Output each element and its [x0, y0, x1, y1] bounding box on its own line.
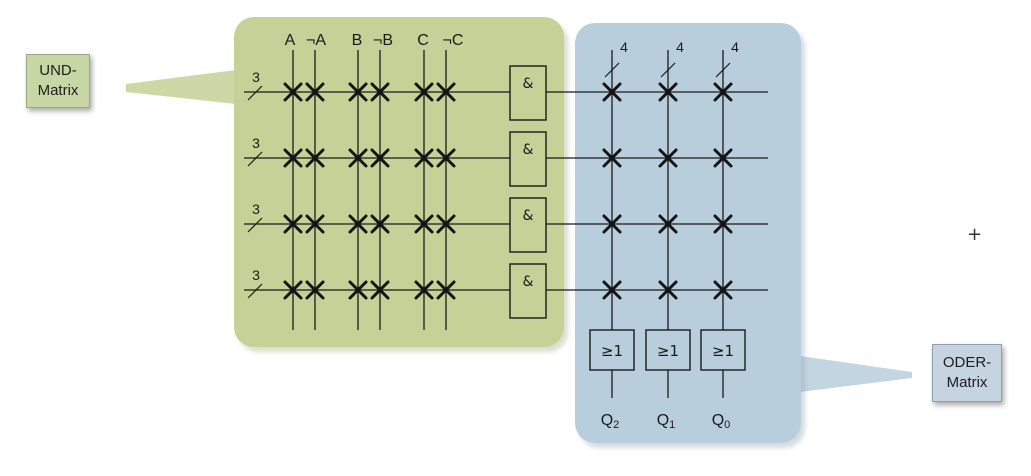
row-bus-width-label: 3: [252, 69, 260, 85]
and-matrix-connection: [414, 280, 434, 300]
row-bus-slash: [247, 85, 263, 101]
and-matrix-connection: [414, 82, 434, 102]
input-label: A: [285, 32, 296, 49]
und-matrix-label: UND- Matrix: [37, 62, 79, 99]
and-matrix-connection: [283, 214, 303, 234]
und-matrix-callout: UND- Matrix: [26, 54, 90, 108]
column-bus-slash: [604, 62, 620, 78]
output-label: Q0: [712, 412, 731, 431]
and-matrix-connection: [370, 82, 390, 102]
or-matrix-connection: [713, 214, 733, 234]
row-bus-width-label: 3: [252, 267, 260, 283]
and-matrix-connection: [348, 82, 368, 102]
and-gate: [509, 65, 547, 121]
or-matrix-connection: [658, 148, 678, 168]
and-matrix-connection: [370, 214, 390, 234]
and-matrix-connection: [436, 280, 456, 300]
and-matrix-connection: [414, 148, 434, 168]
oder-matrix-label: ODER- Matrix: [942, 354, 992, 391]
and-matrix-connection: [283, 280, 303, 300]
output-label: Q2: [601, 412, 620, 431]
and-gate-symbol: &: [523, 274, 534, 290]
oder-callout-pointer: [800, 356, 912, 392]
and-matrix-connection: [348, 214, 368, 234]
and-matrix-connection: [283, 82, 303, 102]
or-matrix-connection: [713, 148, 733, 168]
and-matrix-connection: [436, 214, 456, 234]
or-gate-symbol: ≥1: [712, 342, 734, 360]
oder-matrix-region: [575, 23, 801, 443]
column-bus-slash: [660, 62, 676, 78]
and-matrix-connection: [305, 82, 325, 102]
and-gate: [509, 131, 547, 187]
or-matrix-connection: [658, 280, 678, 300]
column-bus-width-label: 4: [731, 39, 739, 55]
and-matrix-connection: [436, 82, 456, 102]
and-matrix-connection: [305, 280, 325, 300]
or-gate-symbol: ≥1: [657, 342, 679, 360]
and-gate: [509, 197, 547, 253]
or-gate: [645, 329, 691, 371]
or-matrix-connection: [602, 280, 622, 300]
input-label: C: [417, 32, 429, 49]
input-label: ¬C: [443, 32, 464, 49]
or-matrix-connection: [713, 82, 733, 102]
or-gate: [589, 329, 635, 371]
output-label: Q1: [657, 412, 676, 431]
column-bus-width-label: 4: [676, 39, 684, 55]
und-matrix-region: [234, 17, 564, 347]
und-callout-pointer: [126, 70, 236, 104]
or-matrix-connection: [658, 214, 678, 234]
input-label: ¬A: [306, 32, 326, 49]
row-bus-width-label: 3: [252, 135, 260, 151]
column-bus-slash: [715, 62, 731, 78]
and-matrix-connection: [436, 148, 456, 168]
or-matrix-connection: [602, 214, 622, 234]
or-gate: [700, 329, 746, 371]
and-matrix-connection: [305, 214, 325, 234]
row-bus-slash: [247, 283, 263, 299]
and-matrix-connection: [348, 280, 368, 300]
column-bus-width-label: 4: [620, 39, 628, 55]
or-matrix-connection: [713, 280, 733, 300]
row-bus-width-label: 3: [252, 201, 260, 217]
row-bus-slash: [247, 151, 263, 167]
or-matrix-connection: [602, 82, 622, 102]
or-matrix-connection: [602, 148, 622, 168]
row-bus-slash: [247, 217, 263, 233]
oder-matrix-callout: ODER- Matrix: [932, 344, 1002, 402]
input-label: B: [352, 32, 363, 49]
and-gate-symbol: &: [523, 208, 534, 224]
and-matrix-connection: [283, 148, 303, 168]
and-gate-symbol: &: [523, 76, 534, 92]
and-gate-symbol: &: [523, 142, 534, 158]
or-matrix-connection: [658, 82, 678, 102]
and-matrix-connection: [370, 280, 390, 300]
and-matrix-connection: [348, 148, 368, 168]
and-gate: [509, 263, 547, 319]
and-matrix-connection: [414, 214, 434, 234]
mouse-cursor-icon: +: [967, 224, 983, 245]
input-label: ¬B: [373, 32, 393, 49]
or-gate-symbol: ≥1: [601, 342, 623, 360]
and-matrix-connection: [370, 148, 390, 168]
and-matrix-connection: [305, 148, 325, 168]
